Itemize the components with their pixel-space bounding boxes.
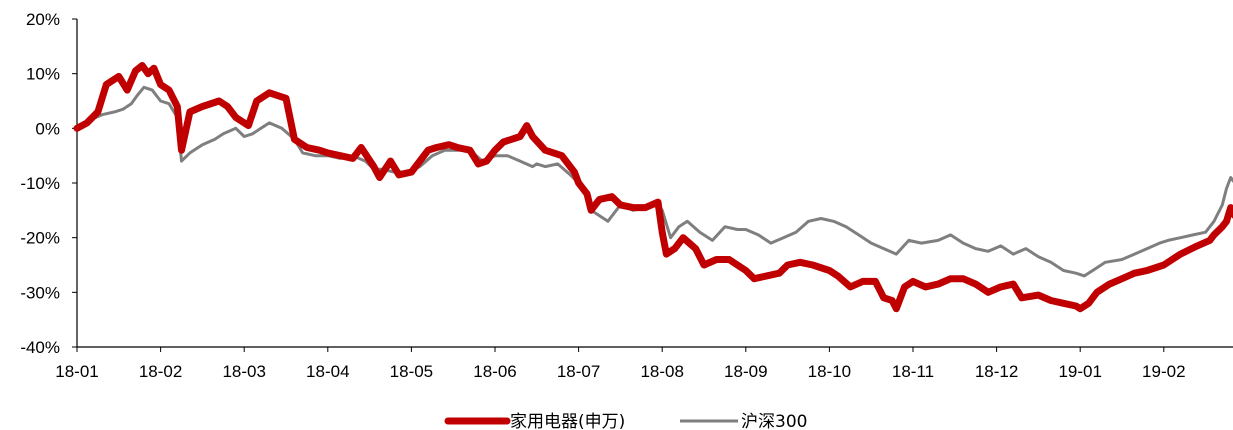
y-tick-label: -30% bbox=[20, 283, 60, 302]
legend-label-csi300: 沪深300 bbox=[741, 412, 807, 430]
x-tick-label: 18-05 bbox=[390, 362, 433, 381]
x-tick-label: 18-08 bbox=[640, 362, 683, 381]
y-axis-labels: 20% 10% 0% -10% -20% -30% -40% bbox=[20, 10, 60, 357]
legend: 家用电器(申万) 沪深300 bbox=[444, 412, 807, 430]
x-tick-label: 18-09 bbox=[724, 362, 767, 381]
x-tick-label: 18-03 bbox=[222, 362, 265, 381]
y-tick-label: 20% bbox=[26, 10, 60, 29]
x-tick-label: 18-12 bbox=[975, 362, 1018, 381]
y-tick-label: 0% bbox=[35, 119, 60, 138]
y-tick-label: -10% bbox=[20, 174, 60, 193]
series-line-household-appliances bbox=[73, 62, 1233, 313]
x-tick-label: 18-06 bbox=[473, 362, 516, 381]
x-tick-label: 18-07 bbox=[557, 362, 600, 381]
legend-label-household-appliances: 家用电器(申万) bbox=[510, 412, 625, 430]
x-tick-label: 18-01 bbox=[55, 362, 98, 381]
y-tick-label: 10% bbox=[26, 65, 60, 84]
y-tick-label: -40% bbox=[20, 338, 60, 357]
x-tick-label: 19-02 bbox=[1142, 362, 1185, 381]
x-tick-label: 18-10 bbox=[808, 362, 851, 381]
x-tick-label: 19-01 bbox=[1058, 362, 1101, 381]
x-tick-label: 18-11 bbox=[892, 362, 934, 381]
series-layer bbox=[73, 62, 1233, 313]
x-tick-label: 18-02 bbox=[139, 362, 182, 381]
x-axis-labels: 18-01 18-02 18-03 18-04 18-05 18-06 18-07 18-08… bbox=[55, 362, 1185, 381]
y-tick-label: -20% bbox=[20, 229, 60, 248]
axes bbox=[72, 18, 1233, 352]
x-tick-label: 18-04 bbox=[306, 362, 349, 381]
